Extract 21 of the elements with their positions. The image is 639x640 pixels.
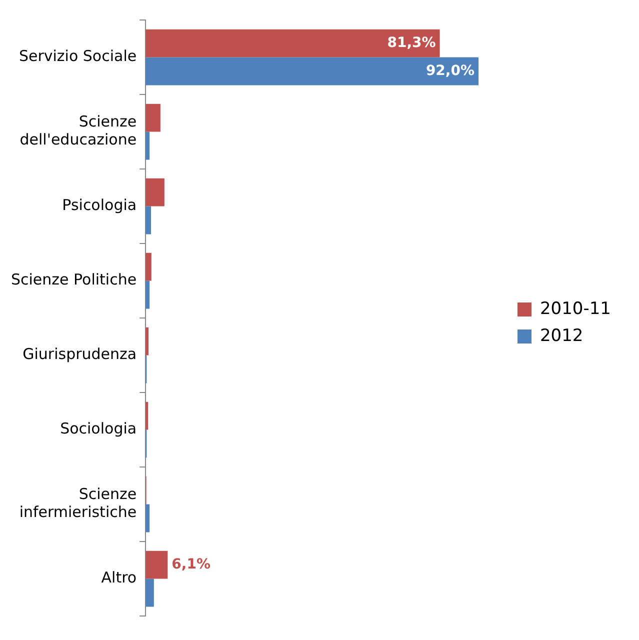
- bar: [146, 57, 479, 86]
- bar: [146, 104, 160, 132]
- bar: [146, 29, 440, 58]
- data-label: 6,1%: [172, 556, 210, 572]
- y-tick-label: Scienze infermieristiche: [19, 485, 137, 522]
- bar: [146, 252, 152, 281]
- y-tick-label: Scienze dell'educazione: [20, 112, 137, 149]
- y-tick-label: Sociologia: [60, 420, 137, 438]
- legend-label: 2010-11: [540, 298, 611, 319]
- bar: [146, 550, 168, 579]
- y-tick-label: Scienze Politiche: [10, 270, 137, 289]
- y-tick-label: Psicologia: [62, 196, 137, 214]
- bar: [146, 178, 164, 206]
- legend-label: 2012: [540, 326, 584, 346]
- y-tick-label: Servizio Sociale: [18, 47, 137, 66]
- data-label: 81,3%: [387, 34, 436, 51]
- data-label: 92,0%: [426, 62, 475, 79]
- bar: [146, 578, 154, 607]
- bar: [146, 206, 152, 234]
- y-tick-label: Giurisprudenza: [22, 345, 137, 364]
- y-tick-label: Altro: [101, 568, 137, 587]
